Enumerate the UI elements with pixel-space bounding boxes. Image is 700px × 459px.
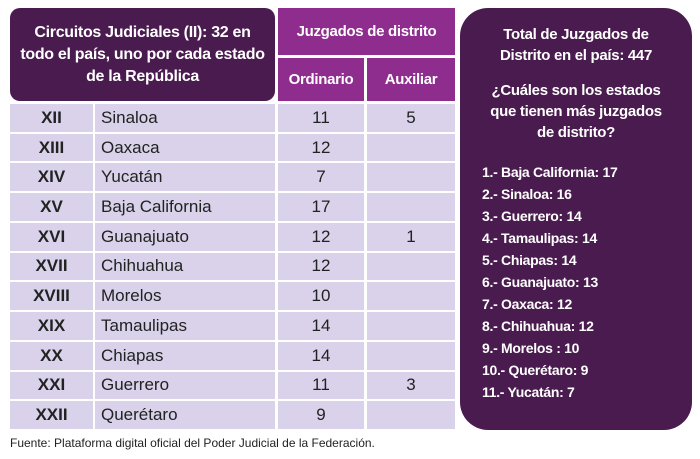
table-cell bbox=[367, 193, 455, 221]
table-cell: 7 bbox=[278, 163, 364, 192]
table-cell: XVII bbox=[10, 252, 93, 281]
list-item: 11.- Yucatán: 7 bbox=[482, 384, 575, 400]
table-cell: Guerrero bbox=[95, 371, 275, 400]
list-item: 6.- Guanajuato: 13 bbox=[482, 274, 598, 290]
table-cell bbox=[367, 252, 455, 281]
list-item: 5.- Chiapas: 14 bbox=[482, 252, 577, 268]
table-cell bbox=[367, 401, 455, 429]
table-cell: 11 bbox=[278, 371, 364, 400]
table-cell: XVIII bbox=[10, 282, 93, 311]
list-item: 7.- Oaxaca: 12 bbox=[482, 296, 572, 312]
table-cell: 5 bbox=[367, 104, 455, 132]
list-item: 10.- Querétaro: 9 bbox=[482, 362, 589, 378]
table-cell: Tamaulipas bbox=[95, 312, 275, 340]
table-cell: Chihuahua bbox=[95, 252, 275, 281]
table-cell: XV bbox=[10, 193, 93, 221]
table-cell: XIII bbox=[10, 133, 93, 162]
title: Circuitos Judiciales (II): 32 en todo el… bbox=[10, 8, 275, 101]
question: ¿Cuáles son los estados que tienen más j… bbox=[490, 82, 662, 141]
table-cell: Morelos bbox=[95, 282, 275, 311]
table-cell: Sinaloa bbox=[95, 104, 275, 132]
list-item: 2.- Sinaloa: 16 bbox=[482, 186, 572, 202]
table-cell: Querétaro bbox=[95, 401, 275, 429]
source: Fuente: Plataforma digital oficial del P… bbox=[10, 436, 375, 450]
list-item: 1.- Baja California: 17 bbox=[482, 164, 618, 180]
table-cell: XXI bbox=[10, 371, 93, 400]
total: Total de Juzgados de Distrito en el país… bbox=[499, 26, 653, 64]
column-header: Auxiliar bbox=[367, 58, 455, 101]
table-cell: 14 bbox=[278, 341, 364, 370]
table-cell: XVI bbox=[10, 222, 93, 251]
table-cell: Yucatán bbox=[95, 163, 275, 192]
table-cell: XIX bbox=[10, 312, 93, 340]
list-item: 9.- Morelos : 10 bbox=[482, 340, 580, 356]
sidebar: Total de Juzgados de Distrito en el país… bbox=[460, 8, 692, 430]
table-cell: Chiapas bbox=[95, 341, 275, 370]
table-cell: 11 bbox=[278, 104, 364, 132]
column-header: Ordinario bbox=[278, 58, 364, 101]
table-cell bbox=[367, 282, 455, 311]
table-cell: 12 bbox=[278, 252, 364, 281]
list: 1.- Baja California: 17 2.- Sinaloa: 16 3.… bbox=[482, 161, 692, 403]
table-cell: Oaxaca bbox=[95, 133, 275, 162]
table-cell: 14 bbox=[278, 312, 364, 340]
table-cell: XXII bbox=[10, 401, 93, 429]
group-header: Juzgados de distrito bbox=[278, 8, 455, 55]
table-cell: 12 bbox=[278, 133, 364, 162]
table-cell bbox=[367, 163, 455, 192]
table-cell: Guanajuato bbox=[95, 222, 275, 251]
table-cell: 1 bbox=[367, 222, 455, 251]
table-cell: 12 bbox=[278, 222, 364, 251]
table-cell: 9 bbox=[278, 401, 364, 429]
table-cell: XII bbox=[10, 104, 93, 132]
table-cell bbox=[367, 133, 455, 162]
table-cell: XX bbox=[10, 341, 93, 370]
table-cell: 3 bbox=[367, 371, 455, 400]
list-item: 8.- Chihuahua: 12 bbox=[482, 318, 594, 334]
list-item: 3.- Guerrero: 14 bbox=[482, 208, 582, 224]
table-cell: 17 bbox=[278, 193, 364, 221]
table-cell: XIV bbox=[10, 163, 93, 192]
table-cell: Baja California bbox=[95, 193, 275, 221]
table-cell: 10 bbox=[278, 282, 364, 311]
list-item: 4.- Tamaulipas: 14 bbox=[482, 230, 597, 246]
table-cell bbox=[367, 341, 455, 370]
table-cell bbox=[367, 312, 455, 340]
